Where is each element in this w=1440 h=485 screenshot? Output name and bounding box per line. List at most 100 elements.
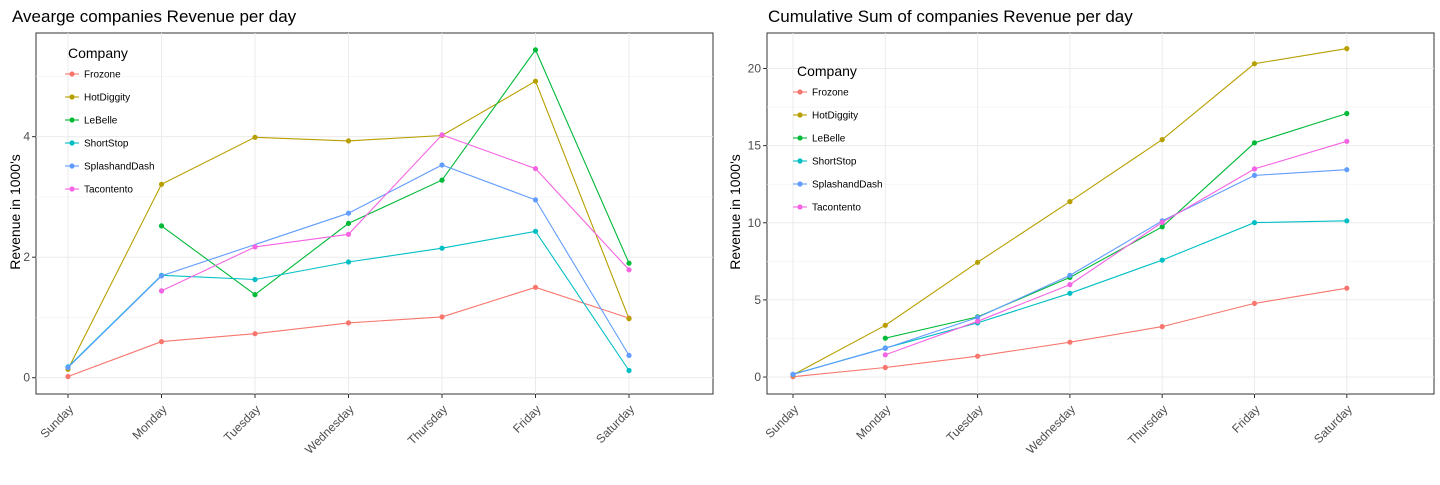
data-point xyxy=(345,220,352,226)
data-point xyxy=(1159,137,1165,143)
series-splashanddash xyxy=(65,162,632,371)
data-point xyxy=(158,288,165,294)
data-point xyxy=(158,223,165,229)
data-point xyxy=(1251,61,1258,67)
data-point xyxy=(1067,199,1073,205)
legend-key-point xyxy=(797,158,803,164)
legend-key-point xyxy=(69,71,75,77)
legend-key-point xyxy=(69,117,75,123)
data-point xyxy=(65,364,71,371)
data-point xyxy=(1344,285,1350,291)
legend-label: LeBelle xyxy=(812,134,846,145)
y-tick-label: 5 xyxy=(754,293,761,307)
series-splashanddash xyxy=(790,167,1350,377)
legend-label: HotDiggity xyxy=(812,111,858,122)
legend-label: LeBelle xyxy=(84,116,118,127)
y-tick-label: 2 xyxy=(23,250,30,264)
y-axis: 0 5 10 15 20 xyxy=(748,61,767,384)
data-point xyxy=(345,259,352,265)
series-line xyxy=(885,140,1347,356)
data-point xyxy=(882,322,888,328)
y-tick-label: 0 xyxy=(754,370,761,384)
y-tick-label: 10 xyxy=(748,216,762,230)
data-point xyxy=(532,47,539,53)
legend-item: Tacontento xyxy=(65,185,133,196)
legend-label: ShortStop xyxy=(84,139,129,150)
data-point xyxy=(252,292,258,298)
data-point xyxy=(252,331,258,337)
legend-item: LeBelle xyxy=(65,116,118,127)
series-line xyxy=(885,112,1347,339)
data-point xyxy=(158,339,165,345)
data-point xyxy=(626,267,632,273)
data-point xyxy=(1344,167,1350,173)
series-line xyxy=(161,48,630,296)
data-point xyxy=(1067,290,1073,296)
data-point xyxy=(882,335,888,341)
y-tick-label: 20 xyxy=(748,61,762,75)
series-frozone xyxy=(65,284,632,380)
data-point xyxy=(158,181,165,187)
data-point xyxy=(1344,110,1350,117)
legend-key-point xyxy=(69,163,75,169)
series-tacontento xyxy=(882,138,1350,358)
data-point xyxy=(345,138,352,144)
data-point xyxy=(345,210,352,216)
series-frozone xyxy=(790,285,1350,380)
y-tick-label: 0 xyxy=(23,371,30,385)
legend-label: HotDiggity xyxy=(84,93,130,104)
data-point xyxy=(252,134,258,140)
legend-key-point xyxy=(797,112,803,118)
series-line xyxy=(67,164,630,368)
legend-key-point xyxy=(69,94,75,100)
legend-label: Frozone xyxy=(84,70,121,81)
y-axis-label: Revenue in 1000's xyxy=(727,154,743,270)
data-point xyxy=(975,353,981,359)
data-point xyxy=(439,245,445,251)
data-point xyxy=(1067,339,1073,345)
data-point xyxy=(1067,272,1073,278)
legend-key-point xyxy=(69,140,75,146)
chart-title: Avearge companies Revenue per day xyxy=(12,7,297,26)
series-tacontento xyxy=(158,132,632,294)
y-tick-label: 15 xyxy=(748,139,762,153)
legend-item: LeBelle xyxy=(793,134,846,145)
legend-label: Tacontento xyxy=(84,185,133,196)
grid xyxy=(767,33,1434,394)
data-point xyxy=(1159,257,1165,263)
series-lebelle xyxy=(158,47,632,298)
average-revenue-chart: Avearge companies Revenue per day Revenu… xyxy=(7,7,714,457)
data-point xyxy=(158,273,165,279)
legend-label: SplashandDash xyxy=(812,180,883,191)
data-point xyxy=(1251,140,1258,146)
data-point xyxy=(790,371,796,377)
data-point xyxy=(1067,282,1073,288)
data-point xyxy=(1251,300,1258,306)
legend-item: Frozone xyxy=(793,88,849,99)
data-point xyxy=(1251,172,1258,178)
legend-key-point xyxy=(797,135,803,141)
data-point xyxy=(439,162,445,168)
data-point xyxy=(1159,324,1165,330)
legend-label: ShortStop xyxy=(812,157,857,168)
legend-label: SplashandDash xyxy=(84,162,155,173)
legend-key-point xyxy=(69,186,75,192)
y-tick-label: 4 xyxy=(23,130,30,144)
data-point xyxy=(532,284,539,290)
legend-item: ShortStop xyxy=(793,157,857,168)
y-axis-label: Revenue in 1000's xyxy=(7,154,23,270)
data-point xyxy=(975,318,981,324)
legend-item: ShortStop xyxy=(65,139,129,150)
data-point xyxy=(65,373,71,380)
legend-key-point xyxy=(797,89,803,95)
data-point xyxy=(1251,166,1258,172)
legend-item: Frozone xyxy=(65,70,121,81)
legend-label: Tacontento xyxy=(812,203,861,214)
data-point xyxy=(1159,219,1165,225)
data-point xyxy=(532,228,539,234)
y-axis: 0 2 4 xyxy=(23,130,36,385)
legend-item: Tacontento xyxy=(793,203,861,214)
data-point xyxy=(532,78,539,84)
data-point xyxy=(252,276,258,283)
legend: Company Frozone HotDiggity LeBelle ShortSto… xyxy=(65,45,155,196)
